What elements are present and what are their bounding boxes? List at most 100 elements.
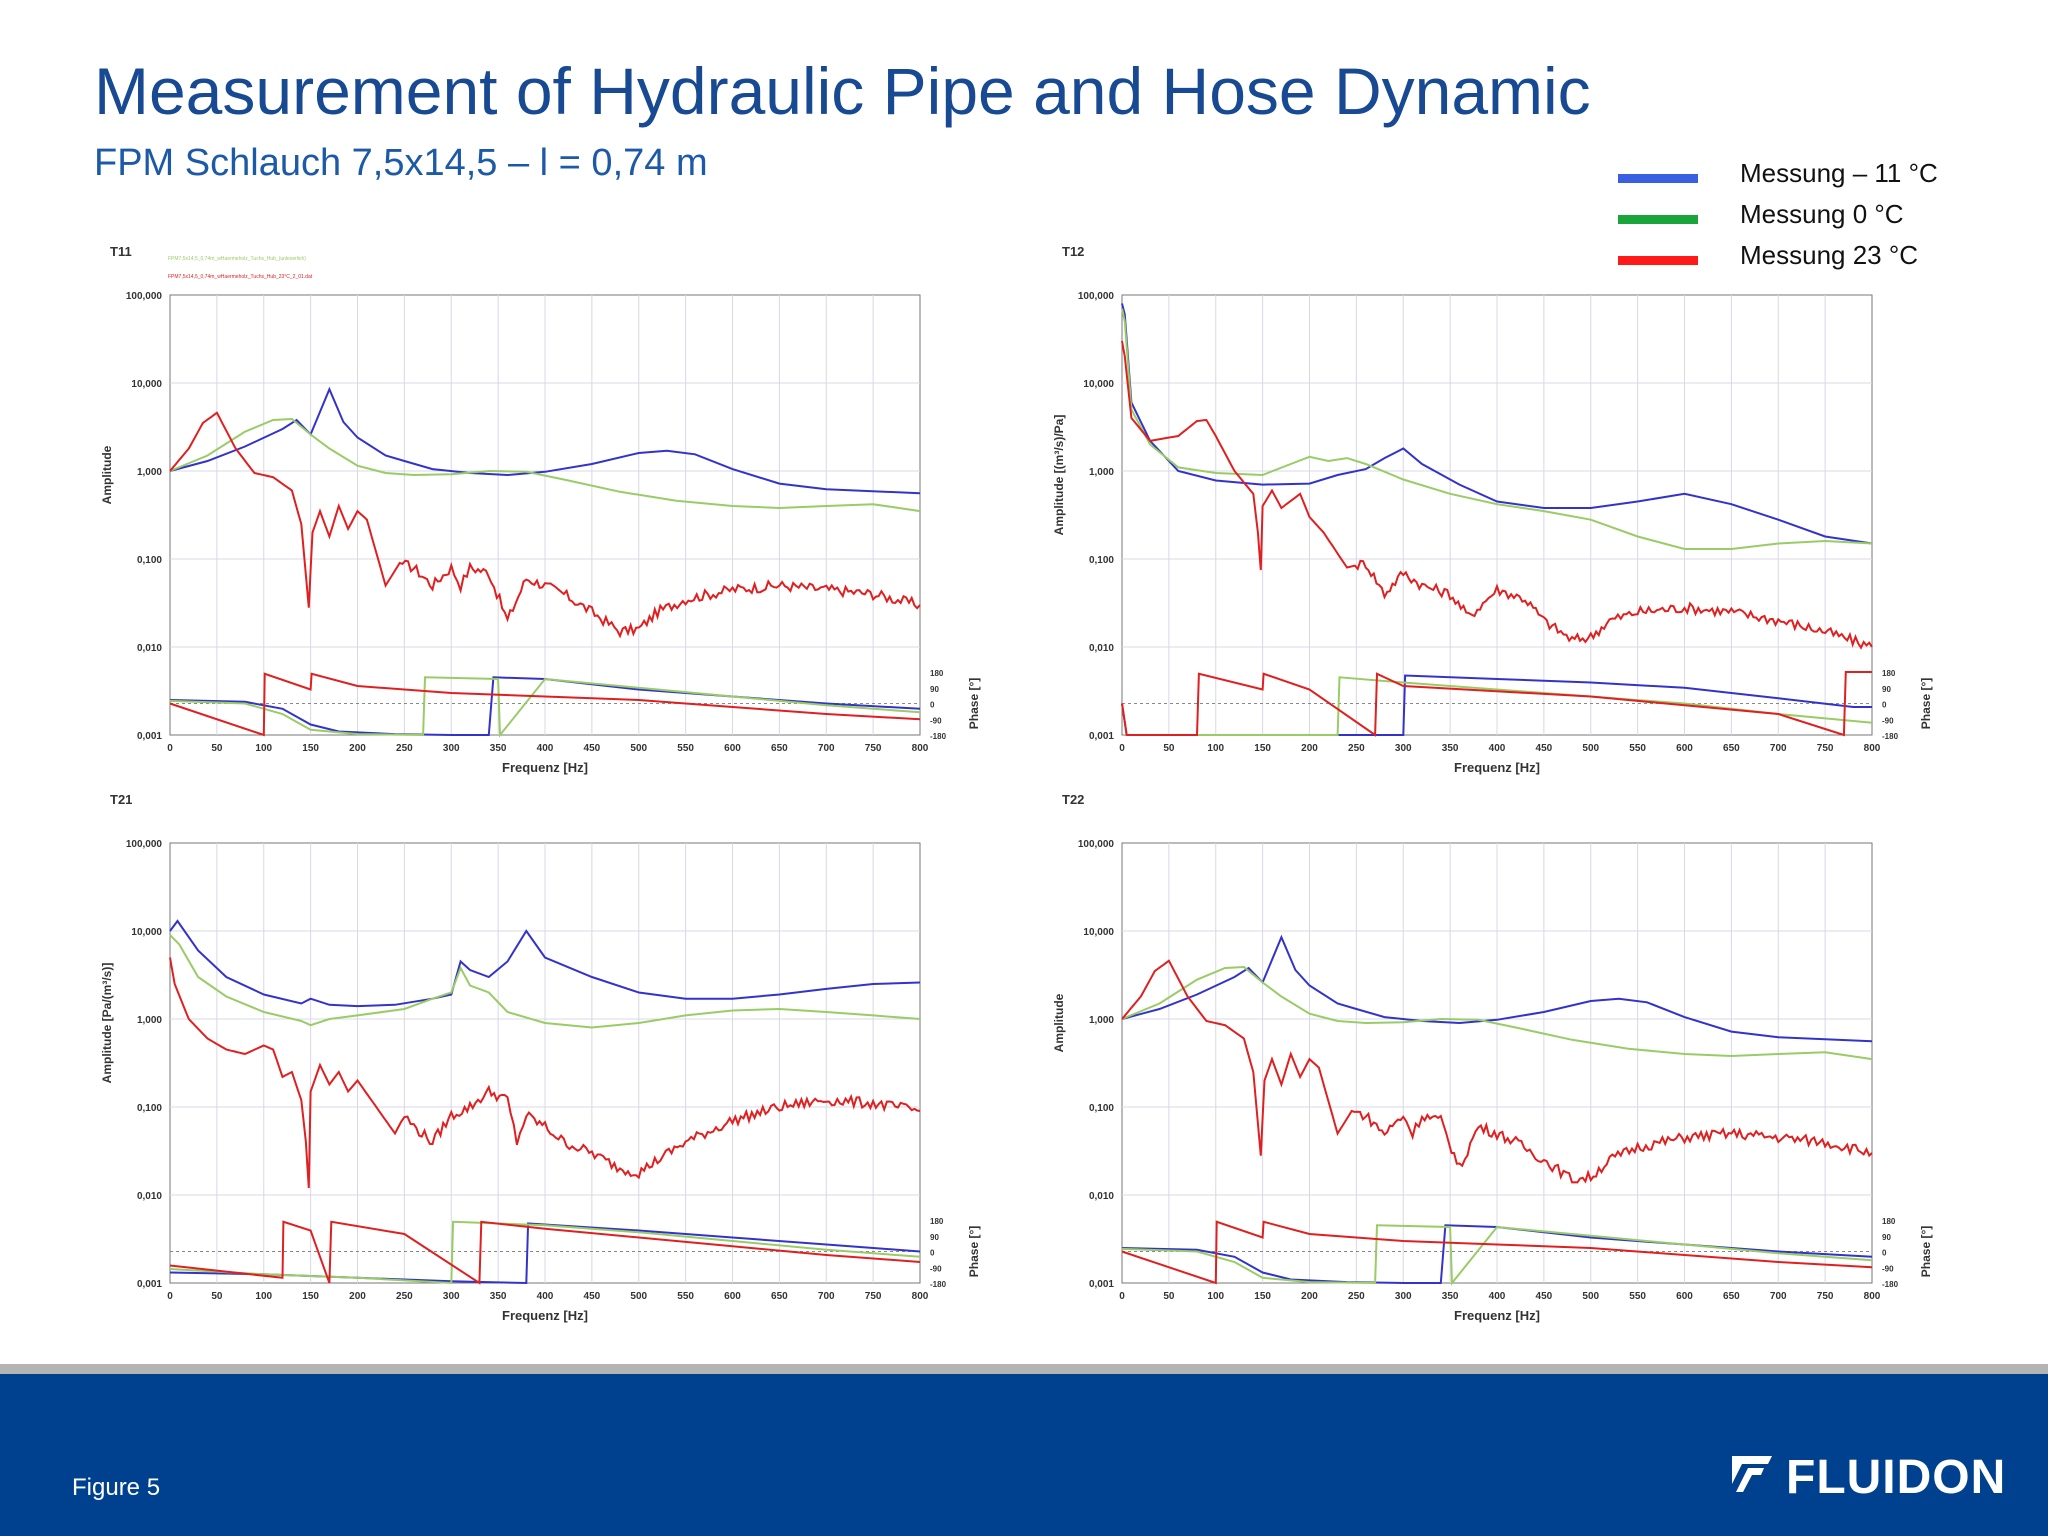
phase-line-red (1121, 671, 1872, 737)
x-tick-label: 650 (771, 743, 788, 754)
x-tick-label: 750 (865, 743, 882, 754)
chart-svg: T11 FPM7,5x14,5_0,74m_wHaermeholz_Tuchs_H… (100, 244, 981, 775)
x-tick-label: 700 (818, 1291, 835, 1302)
x-tick-label: 550 (677, 743, 694, 754)
phase-line-green (1121, 1224, 1873, 1286)
x-tick-label: 450 (1536, 1291, 1553, 1302)
x-tick-label: 600 (724, 743, 741, 754)
x-tick-label: 300 (443, 1291, 460, 1302)
y-axis-label: Amplitude (1052, 993, 1066, 1052)
x-tick-label: 200 (349, 1291, 366, 1302)
amplitude-line-blue (1121, 934, 1873, 1043)
x-tick-label: 500 (1582, 1291, 1599, 1302)
amplitude-line-blue (169, 386, 921, 495)
footer-divider (0, 1364, 2048, 1374)
y-tick-label: 10,000 (131, 927, 162, 938)
phase-axis-label: Phase [°] (967, 1226, 981, 1277)
amplitude-line-red (1121, 959, 1873, 1184)
x-tick-label: 400 (537, 1291, 554, 1302)
y-tick-label: 0,010 (1089, 1191, 1114, 1202)
phase-tick-label: -90 (930, 716, 942, 725)
amplitude-line-red (169, 957, 921, 1189)
legend-swatch (1618, 174, 1698, 183)
x-axis-label: Frequenz [Hz] (1454, 760, 1540, 775)
x-tick-label: 700 (1770, 743, 1787, 754)
amplitude-line-green (169, 417, 921, 513)
x-tick-label: 250 (396, 1291, 413, 1302)
phase-tick-label: 180 (1882, 1217, 1896, 1226)
y-tick-label: 0,100 (1089, 555, 1114, 566)
x-tick-label: 400 (1489, 743, 1506, 754)
chart-title: T21 (110, 792, 132, 807)
phase-line-red (169, 1220, 921, 1285)
phase-line-green (169, 676, 921, 738)
x-axis-label: Frequenz [Hz] (1454, 1308, 1540, 1323)
y-tick-label: 10,000 (131, 379, 162, 390)
x-axis-label: Frequenz [Hz] (502, 1308, 588, 1323)
x-tick-label: 550 (677, 1291, 694, 1302)
chart-title: T12 (1062, 244, 1084, 259)
x-tick-label: 0 (1119, 1291, 1125, 1302)
phase-axis-label: Phase [°] (967, 678, 981, 729)
legend-swatch (1618, 256, 1698, 265)
y-tick-label: 100,000 (1078, 839, 1115, 850)
phase-line-red (1121, 1220, 1873, 1285)
legend-label: Messung – 11 °C (1740, 158, 1938, 188)
y-axis-label: Amplitude [(m³/s)/Pa] (1052, 415, 1066, 536)
y-tick-label: 1,000 (1089, 1015, 1114, 1026)
y-tick-label: 1,000 (137, 467, 162, 478)
y-tick-label: 0,001 (137, 731, 162, 742)
y-tick-label: 0,010 (1089, 643, 1114, 654)
x-tick-label: 500 (1582, 743, 1599, 754)
slide-title: Measurement of Hydraulic Pipe and Hose D… (94, 54, 1591, 128)
chart-svg: T21 100,000 10,000 1,000 0,100 0,010 0,001 0 50 1… (100, 792, 981, 1323)
phase-tick-label: 90 (1882, 1233, 1891, 1242)
x-tick-label: 150 (302, 743, 319, 754)
x-tick-label: 50 (1163, 743, 1175, 754)
x-tick-label: 50 (211, 743, 223, 754)
footer-bar: Figure 5 FLUIDON (0, 1374, 2048, 1536)
x-tick-label: 0 (167, 1291, 173, 1302)
y-tick-label: 100,000 (126, 291, 163, 302)
y-tick-label: 0,010 (137, 1191, 162, 1202)
phase-tick-label: -180 (930, 732, 947, 741)
y-tick-label: 100,000 (1078, 291, 1115, 302)
chart-t22: T22 100,000 10,000 1,000 0,100 0,010 0,001 0 50 1… (1050, 788, 1990, 1333)
phase-tick-label: -90 (930, 1264, 942, 1273)
x-tick-label: 200 (1301, 1291, 1318, 1302)
y-tick-label: 1,000 (1089, 467, 1114, 478)
legend-label: Messung 23 °C (1740, 240, 1919, 270)
x-tick-label: 600 (724, 1291, 741, 1302)
y-tick-label: 1,000 (137, 1015, 162, 1026)
phase-axis-label: Phase [°] (1919, 1226, 1933, 1277)
x-tick-label: 500 (630, 1291, 647, 1302)
file-header-line: FPM7,5x14,5_0,74m_wHaermeholz_Tuchs_Hub_… (168, 274, 313, 280)
y-tick-label: 100,000 (126, 839, 163, 850)
x-tick-label: 450 (1536, 743, 1553, 754)
x-tick-label: 700 (818, 743, 835, 754)
x-tick-label: 0 (1119, 743, 1125, 754)
x-tick-label: 800 (1864, 743, 1881, 754)
phase-tick-label: 90 (930, 1233, 939, 1242)
phase-tick-label: 0 (930, 701, 935, 710)
x-tick-label: 250 (396, 743, 413, 754)
x-tick-label: 600 (1676, 743, 1693, 754)
y-axis-label: Amplitude (100, 445, 114, 504)
file-header-line: FPM7,5x14,5_0,74m_wHaermeholz_Tuchs_Hub_… (168, 256, 306, 262)
legend-swatch (1618, 215, 1698, 224)
x-tick-label: 150 (1254, 743, 1271, 754)
phase-tick-label: 0 (1882, 701, 1887, 710)
x-tick-label: 800 (1864, 1291, 1881, 1302)
x-tick-label: 0 (167, 743, 173, 754)
phase-tick-label: 180 (930, 669, 944, 678)
phase-tick-label: 180 (930, 1217, 944, 1226)
y-tick-label: 0,001 (1089, 731, 1114, 742)
x-tick-label: 750 (1817, 1291, 1834, 1302)
x-tick-label: 400 (1489, 1291, 1506, 1302)
amplitude-line-red (169, 411, 921, 639)
x-tick-label: 350 (1442, 1291, 1459, 1302)
amplitude-line-green (169, 934, 921, 1029)
x-tick-label: 750 (865, 1291, 882, 1302)
x-tick-label: 450 (584, 1291, 601, 1302)
x-tick-label: 400 (537, 743, 554, 754)
